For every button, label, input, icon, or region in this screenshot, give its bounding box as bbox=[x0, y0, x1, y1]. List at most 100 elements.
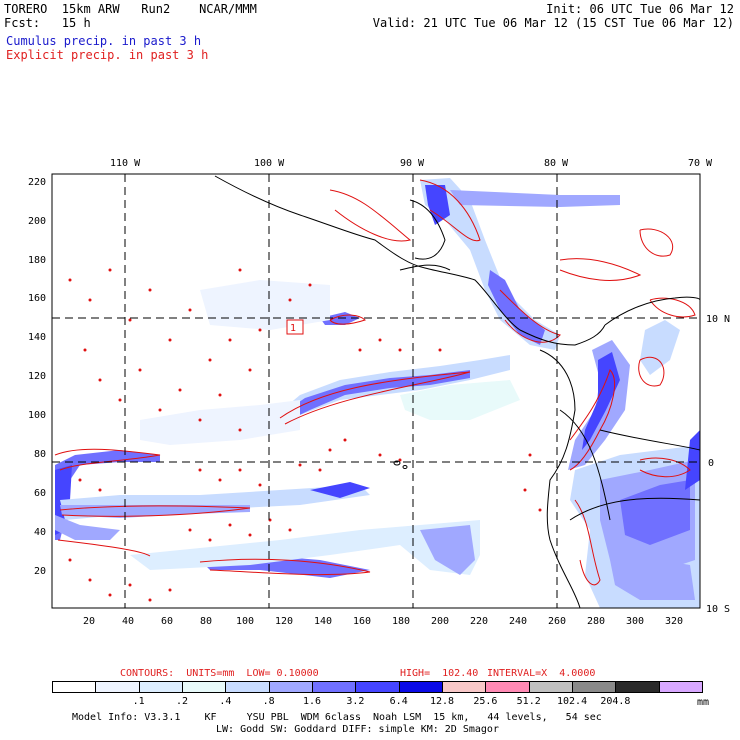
colorbar-swatch bbox=[615, 681, 660, 693]
speckle bbox=[98, 488, 102, 492]
colorbar-label: .8 bbox=[262, 696, 275, 707]
x-tick-label: 60 bbox=[161, 616, 173, 627]
colorbar-label: .1 bbox=[132, 696, 145, 707]
x-tick-label: 80 bbox=[200, 616, 212, 627]
speckle bbox=[218, 478, 222, 482]
coastline bbox=[214, 175, 606, 346]
explicit-contour bbox=[574, 499, 601, 586]
speckle bbox=[523, 488, 527, 492]
speckle bbox=[298, 463, 302, 467]
cumulus-area bbox=[130, 520, 480, 575]
explicit-contour bbox=[559, 258, 642, 281]
colorbar-swatch bbox=[268, 681, 313, 693]
explicit-contour bbox=[57, 539, 151, 557]
init-time: Init: 06 UTC Tue 06 Mar 12 bbox=[546, 2, 734, 16]
x-tick-label: 200 bbox=[431, 616, 449, 627]
explicit-contour bbox=[199, 558, 371, 576]
explicit-contour bbox=[279, 371, 471, 425]
speckle bbox=[198, 418, 202, 422]
y-tick-label: 80 bbox=[34, 449, 46, 460]
cumulus-area bbox=[420, 178, 560, 350]
cumulus-area bbox=[420, 525, 475, 575]
explicit-precip-speckles bbox=[68, 268, 542, 602]
lat-labels: 10 N 0 10 S bbox=[706, 314, 730, 615]
colorbar-label: 1.6 bbox=[303, 696, 322, 707]
x-tick-label: 140 bbox=[314, 616, 332, 627]
speckle bbox=[358, 348, 362, 352]
cumulus-area bbox=[200, 280, 330, 330]
explicit-contour bbox=[59, 505, 251, 517]
colorbar-units: mm bbox=[697, 697, 710, 708]
lon-label-80w: 80 W bbox=[544, 158, 569, 169]
speckle bbox=[128, 318, 132, 322]
speckle bbox=[238, 468, 242, 472]
speckle bbox=[208, 538, 212, 542]
contours-interval: INTERVAL=X 4.0000 bbox=[487, 668, 596, 679]
speckle bbox=[198, 468, 202, 472]
explicit-contour bbox=[639, 228, 673, 257]
speckle bbox=[168, 588, 172, 592]
speckle bbox=[228, 523, 232, 527]
country-border bbox=[399, 264, 451, 271]
speckle bbox=[148, 288, 152, 292]
speckle-cluster-west bbox=[68, 268, 262, 432]
speckle bbox=[248, 368, 252, 372]
colorbar-swatch bbox=[312, 681, 357, 693]
speckle bbox=[188, 308, 192, 312]
speckle bbox=[208, 358, 212, 362]
contours-info: CONTOURS: UNITS=mm LOW= 0.10000 bbox=[120, 668, 319, 679]
speckle bbox=[98, 378, 102, 382]
colorbar-label: 204.8 bbox=[600, 696, 631, 707]
cumulus-area bbox=[55, 450, 160, 540]
colorbar-swatch bbox=[355, 681, 400, 693]
galapagos-island bbox=[393, 460, 401, 466]
speckle bbox=[68, 278, 72, 282]
speckle bbox=[228, 338, 232, 342]
cumulus-area bbox=[60, 505, 250, 518]
lat-label-equator: 0 bbox=[708, 458, 714, 469]
y-tick-label: 120 bbox=[28, 371, 46, 382]
explicit-contour bbox=[649, 297, 696, 318]
colorbar-label: 102.4 bbox=[557, 696, 588, 707]
speckle bbox=[108, 593, 112, 597]
x-tick-label: 180 bbox=[392, 616, 410, 627]
colorbar-swatch bbox=[528, 681, 573, 693]
speckle bbox=[343, 438, 347, 442]
speckle bbox=[138, 368, 142, 372]
cumulus-area bbox=[140, 400, 300, 445]
forecast-hour: Fcst: 15 h bbox=[4, 16, 91, 30]
speckle bbox=[238, 428, 242, 432]
y-tick-label: 220 bbox=[28, 177, 46, 188]
cumulus-legend: Cumulus precip. in past 3 h bbox=[6, 34, 202, 48]
speckle bbox=[398, 348, 402, 352]
explicit-contour bbox=[419, 179, 481, 242]
cumulus-area bbox=[450, 190, 620, 207]
coastline bbox=[539, 349, 581, 608]
explicit-contour bbox=[639, 457, 691, 478]
speckle bbox=[178, 388, 182, 392]
cumulus-area bbox=[582, 352, 620, 450]
x-tick-labels: 20 40 60 80 100 120 140 160 180 200 220 … bbox=[83, 616, 683, 627]
galapagos-island bbox=[402, 465, 408, 469]
cumulus-area bbox=[400, 380, 520, 420]
lon-label-70w: 70 W bbox=[688, 158, 713, 169]
x-tick-label: 100 bbox=[236, 616, 254, 627]
colorbar-label: .2 bbox=[176, 696, 189, 707]
y-tick-label: 40 bbox=[34, 527, 46, 538]
speckle-cluster-south bbox=[68, 463, 322, 602]
colorbar-swatch bbox=[658, 681, 703, 693]
speckle bbox=[438, 348, 442, 352]
speckle bbox=[538, 508, 542, 512]
cumulus-area bbox=[310, 482, 370, 498]
y-tick-label: 20 bbox=[34, 566, 46, 577]
coastlines bbox=[214, 175, 700, 608]
contours-high: HIGH= 102.40 bbox=[400, 668, 479, 679]
contour-label-box bbox=[286, 319, 304, 335]
speckle bbox=[528, 453, 532, 457]
speckle bbox=[88, 578, 92, 582]
speckle bbox=[88, 298, 92, 302]
speckle bbox=[168, 338, 172, 342]
speckle bbox=[83, 348, 87, 352]
lat-label-10s: 10 S bbox=[706, 604, 730, 615]
